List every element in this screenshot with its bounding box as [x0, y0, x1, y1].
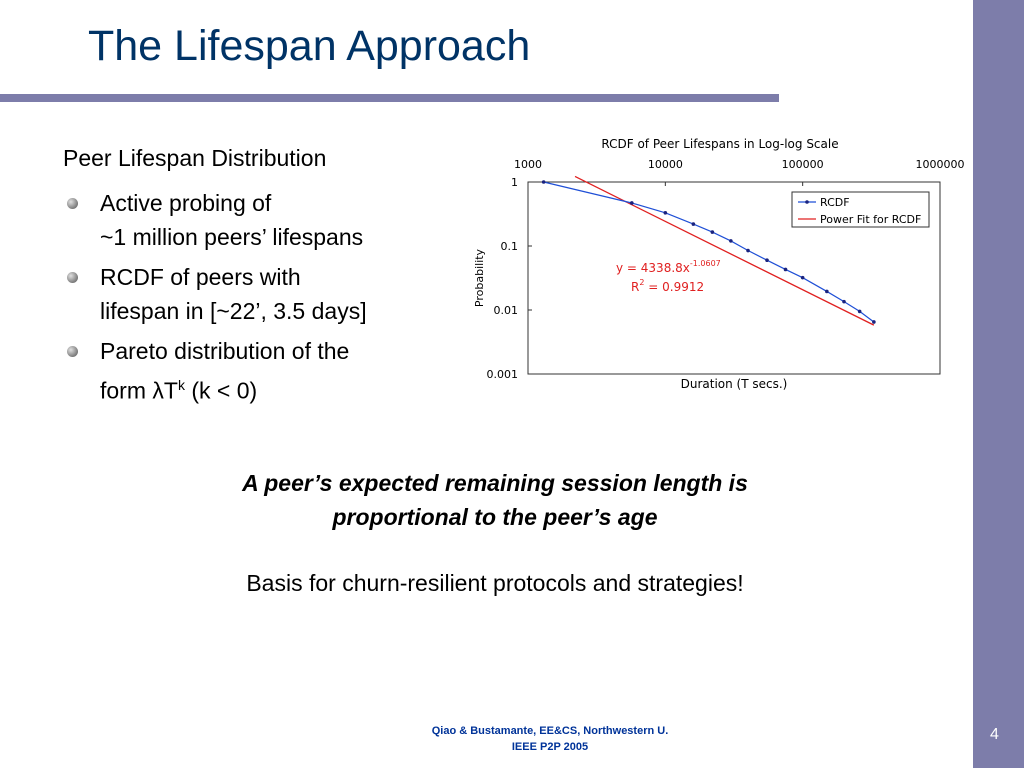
bullet-line-prefix: form λT	[100, 377, 178, 404]
rcdf-point	[541, 180, 546, 184]
x-tick-label: 100000	[782, 158, 824, 171]
title-underline-bar	[0, 94, 779, 102]
bullet-line: RCDF of peers with	[100, 264, 301, 290]
y-tick-label: 0.001	[487, 368, 519, 381]
x-tick-label: 1000	[514, 158, 542, 171]
x-axis-label: Duration (T secs.)	[681, 377, 788, 391]
bullet-icon	[67, 346, 78, 357]
rcdf-point	[825, 289, 829, 294]
bullet-icon	[67, 198, 78, 209]
footer: Qiao & Bustamante, EE&CS, Northwestern U…	[380, 723, 720, 755]
y-tick-label: 1	[511, 176, 518, 189]
bullet-item-probing: Active probing of ~1 million peers’ life…	[64, 186, 367, 254]
r-squared: R2 = 0.9912	[631, 278, 704, 294]
lead-text: Peer Lifespan Distribution	[63, 145, 327, 171]
fit-equation-base: y = 4338.8x	[616, 261, 690, 275]
rcdf-point	[710, 230, 715, 234]
r-squared-value: = 0.9912	[644, 280, 704, 294]
slide-title: The Lifespan Approach	[88, 22, 531, 70]
exponent-k: k	[177, 377, 185, 393]
bullet-line: lifespan in [~22’, 3.5 days]	[100, 298, 367, 324]
r-squared-exponent: 2	[639, 278, 644, 287]
rcdf-point	[842, 299, 846, 304]
rcdf-point	[663, 211, 668, 215]
right-accent-band	[973, 0, 1024, 768]
bullet-icon	[67, 272, 78, 283]
chart-title: RCDF of Peer Lifespans in Log-log Scale	[601, 137, 838, 151]
legend: RCDF Power Fit for RCDF	[791, 191, 930, 228]
rcdf-point	[691, 222, 696, 226]
bullet-line: Pareto distribution of the	[100, 338, 350, 364]
rcdf-point	[872, 320, 876, 324]
legend-box	[791, 191, 930, 228]
bullet-item-pareto: Pareto distribution of the form λTk (k <…	[64, 334, 367, 408]
footer-affiliation: Qiao & Bustamante, EE&CS, Northwestern U…	[431, 725, 669, 737]
rcdf-chart-svg: RCDF of Peer Lifespans in Log-log Scale …	[473, 137, 965, 391]
key-finding-line: proportional to the peer’s age	[332, 504, 658, 530]
rcdf-point	[800, 275, 805, 280]
bullet-line: Active probing of	[100, 190, 272, 216]
x-tick-label: 10000	[648, 158, 683, 171]
tick-labels: 1000 10000 100000 1000000 1 0.1 0.01 0.001	[487, 158, 965, 381]
y-axis-label: Probability	[473, 248, 486, 307]
right-band-divider	[971, 118, 973, 420]
fit-equation-exponent: -1.0607	[690, 259, 721, 268]
bullet-line-suffix: (k < 0)	[184, 377, 258, 404]
x-tick-label: 1000000	[916, 158, 965, 171]
bullet-list: Active probing of ~1 million peers’ life…	[64, 186, 367, 414]
basis-statement: Basis for churn-resilient protocols and …	[246, 570, 744, 596]
rcdf-line	[543, 181, 875, 323]
key-finding: A peer’s expected remaining session leng…	[0, 466, 990, 534]
y-tick-label: 0.1	[501, 240, 519, 253]
footer-venue: IEEE P2P 2005	[511, 741, 589, 753]
bullet-item-rcdf: RCDF of peers with lifespan in [~22’, 3.…	[64, 260, 367, 328]
rcdf-point	[729, 239, 733, 243]
rcdf-point	[630, 201, 634, 205]
rcdf-point	[783, 267, 788, 272]
grid-layer	[527, 181, 941, 375]
rcdf-point	[746, 248, 750, 253]
page-number: 4	[990, 726, 999, 743]
r-squared-base: R	[631, 280, 639, 294]
key-finding-line: A peer’s expected remaining session leng…	[242, 470, 748, 496]
legend-rcdf-label: RCDF	[820, 196, 850, 209]
bullet-line: ~1 million peers’ lifespans	[100, 224, 364, 250]
rcdf-point	[857, 309, 862, 314]
rcdf-point	[765, 258, 769, 262]
legend-rcdf-marker	[805, 200, 809, 204]
series-layer	[541, 175, 876, 326]
rcdf-chart: RCDF of Peer Lifespans in Log-log Scale …	[465, 130, 975, 400]
legend-fit-label: Power Fit for RCDF	[820, 213, 921, 226]
y-tick-label: 0.01	[494, 304, 519, 317]
fit-equation: y = 4338.8x-1.0607	[616, 259, 721, 275]
